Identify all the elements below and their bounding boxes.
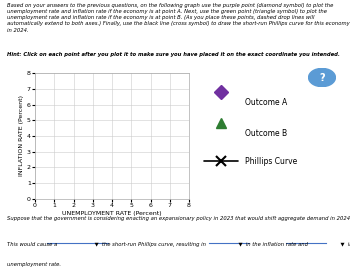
Text: Hint: Click on each point after you plot it to make sure you have placed it on t: Hint: Click on each point after you plot… <box>7 51 340 57</box>
Circle shape <box>309 68 335 87</box>
Text: unemployment rate.: unemployment rate. <box>7 262 61 267</box>
Y-axis label: INFLATION RATE (Percent): INFLATION RATE (Percent) <box>19 95 24 177</box>
X-axis label: UNEMPLOYMENT RATE (Percent): UNEMPLOYMENT RATE (Percent) <box>62 211 162 215</box>
Text: Outcome B: Outcome B <box>245 129 287 138</box>
Text: Based on your answers to the previous questions, on the following graph use the : Based on your answers to the previous qu… <box>7 3 350 33</box>
Text: Phillips Curve: Phillips Curve <box>245 156 297 166</box>
Text: Outcome A: Outcome A <box>245 98 287 107</box>
Text: ?: ? <box>319 73 325 82</box>
Text: This would cause a                       ▼  the short-run Phillips curve, result: This would cause a ▼ the short-run Phill… <box>7 242 350 247</box>
Text: Suppose that the government is considering enacting an expansionary policy in 20: Suppose that the government is consideri… <box>7 216 350 221</box>
